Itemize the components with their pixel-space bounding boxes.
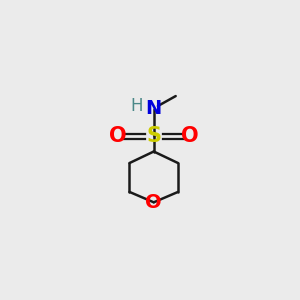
Text: S: S [146, 127, 161, 146]
Text: N: N [146, 99, 162, 118]
Text: O: O [109, 127, 127, 146]
Text: O: O [181, 127, 198, 146]
Text: O: O [146, 193, 162, 212]
Text: H: H [130, 98, 143, 116]
